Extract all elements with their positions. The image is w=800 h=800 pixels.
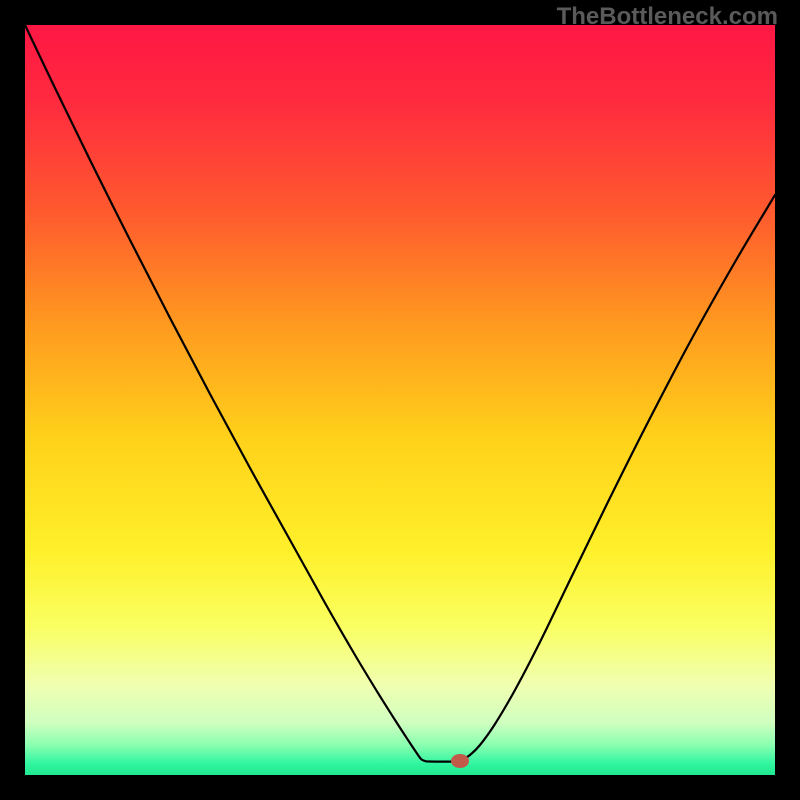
watermark-text: TheBottleneck.com — [557, 3, 778, 31]
chart-container: { "canvas": { "width": 800, "height": 80… — [0, 0, 800, 800]
bottleneck-curve — [25, 25, 775, 775]
optimal-point-marker — [451, 754, 469, 768]
plot-area — [25, 25, 775, 775]
